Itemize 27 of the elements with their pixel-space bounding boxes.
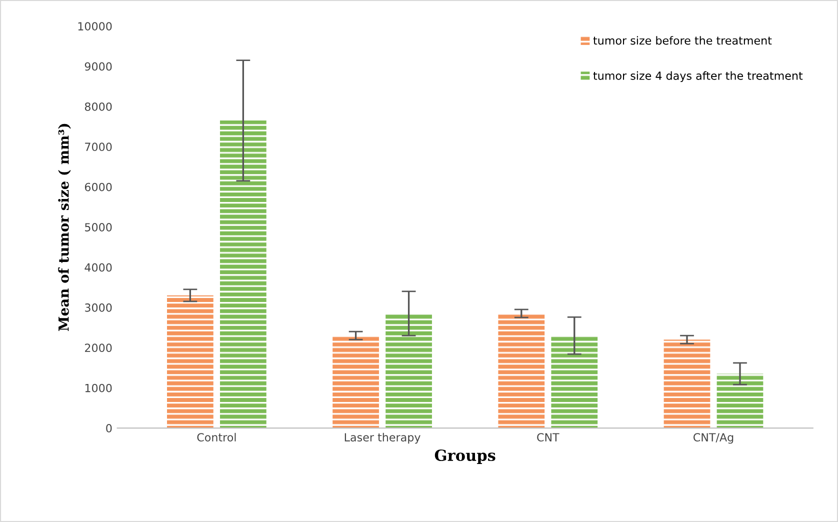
bar: [386, 313, 432, 428]
x-axis-title: Groups: [434, 449, 496, 464]
y-tick-label: 2000: [84, 344, 112, 352]
bar: [664, 340, 710, 428]
y-tick-label: 0: [106, 424, 112, 432]
y-tick-label: 4000: [84, 263, 112, 272]
y-axis-title: Mean of tumor size ( mm³): [58, 124, 71, 331]
y-tick-label: 3000: [85, 303, 112, 312]
y-tick-label: 8000: [84, 102, 112, 111]
x-tick-label: Control: [197, 432, 236, 442]
y-tick-label: 10000: [78, 22, 112, 30]
legend-label: tumor size before the treatment: [593, 36, 772, 45]
x-tick-label: Laser therapy: [344, 432, 420, 444]
bar: [220, 120, 266, 428]
y-tick-label: 7000: [85, 142, 112, 152]
bar: [332, 336, 379, 428]
y-tick-label: 6000: [84, 182, 112, 192]
x-tick-label: CNT/Ag: [693, 433, 734, 444]
y-tick-label: 5000: [85, 223, 112, 232]
y-tick-label: 1000: [85, 384, 112, 392]
bar: [551, 336, 598, 428]
legend-label: tumor size 4 days after the treatment: [593, 71, 803, 82]
bar: [498, 313, 545, 428]
bar: [167, 295, 214, 428]
bar: [716, 374, 764, 428]
y-tick-label: 9000: [84, 62, 112, 71]
x-tick-label: CNT: [537, 433, 560, 442]
